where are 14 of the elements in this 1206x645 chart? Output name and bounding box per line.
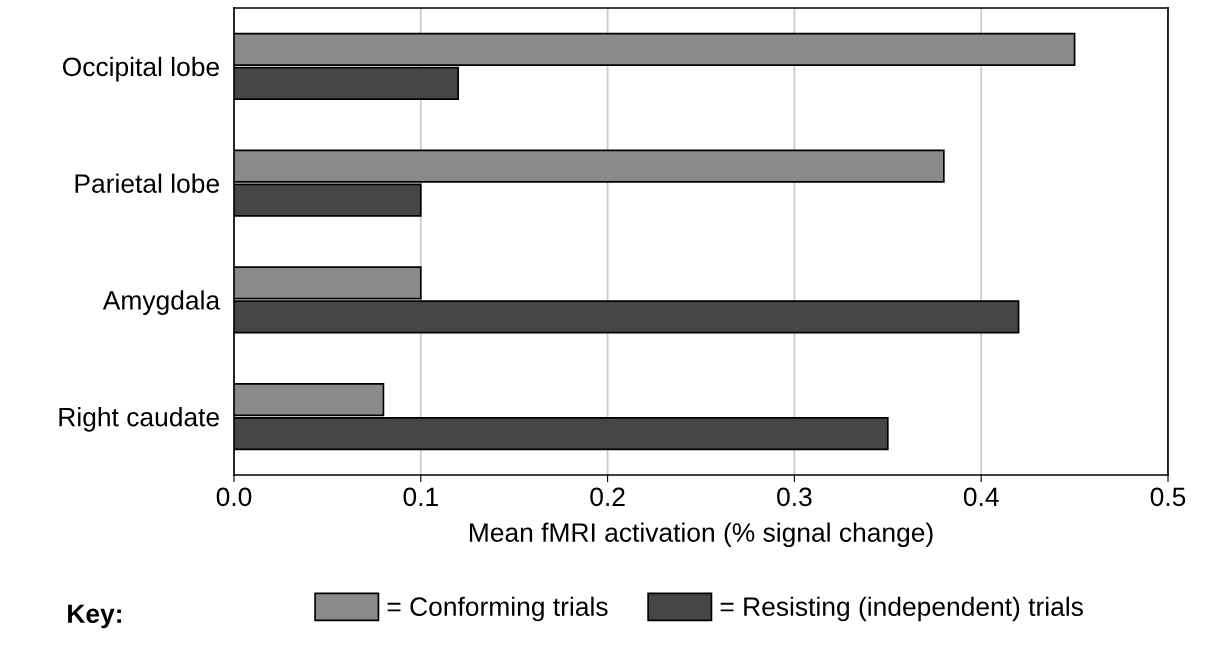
x-tick-label: 0.4	[963, 487, 999, 507]
x-tick-label: 0.1	[403, 487, 438, 507]
y-tick-label: Occipital lobe	[62, 56, 219, 82]
legend-label: = Conforming trials	[387, 596, 608, 622]
x-tick-label: 0.5	[1150, 487, 1186, 507]
y-tick-label: Right caudate	[59, 407, 219, 432]
legend-label: = Resisting (independent) trials	[720, 596, 1083, 622]
x-tick-label: 0.2	[590, 487, 625, 507]
y-tick-label: Amygdala	[102, 290, 221, 315]
x-tick-label: 0.0	[216, 487, 252, 507]
y-tick-label: Parietal lobe	[75, 173, 219, 193]
legend-title: Key:	[68, 604, 121, 629]
x-axis-title: Mean fMRI activation (% signal change)	[469, 522, 933, 548]
x-tick-label: 0.3	[777, 487, 812, 507]
